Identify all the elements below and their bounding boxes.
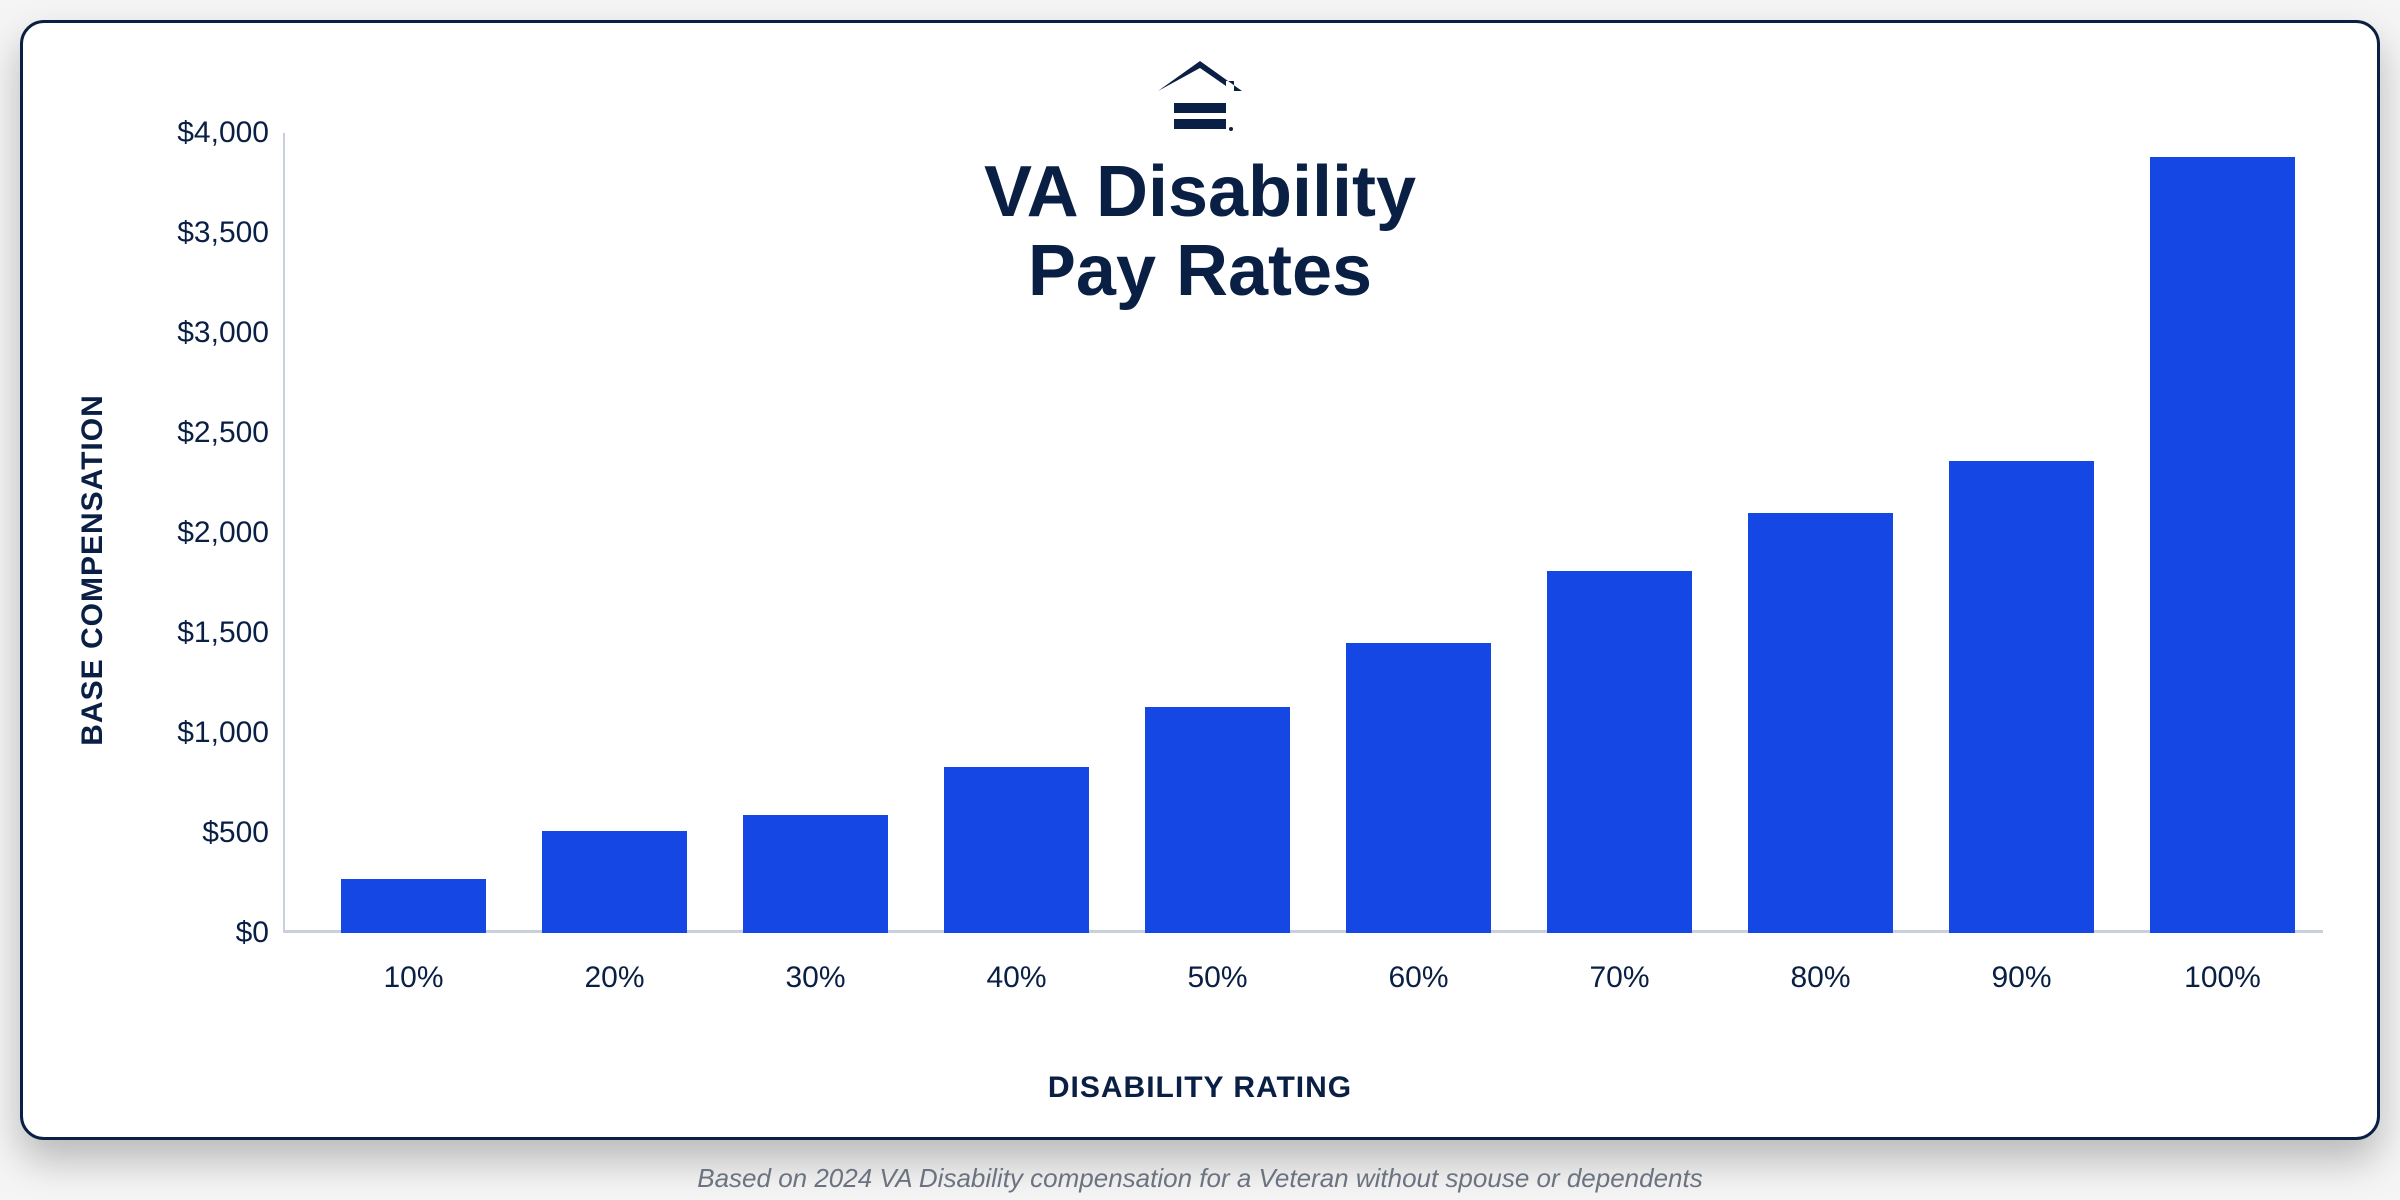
x-tick-label: 40% — [986, 961, 1046, 995]
bar — [2150, 157, 2295, 933]
y-tick-label: $1,000 — [177, 716, 269, 750]
x-tick-label: 50% — [1187, 961, 1247, 995]
bar — [1547, 571, 1692, 933]
y-tick-label: $2,500 — [177, 416, 269, 450]
bar-slot: 60% — [1318, 133, 1519, 933]
house-flag-logo-icon — [1152, 59, 1248, 144]
bar — [1949, 461, 2094, 933]
bar — [944, 767, 1089, 933]
y-tick-label: $2,000 — [177, 516, 269, 550]
x-tick-label: 10% — [383, 961, 443, 995]
bar — [1346, 643, 1491, 933]
bar-slot: 90% — [1921, 133, 2122, 933]
bar-slot: 40% — [916, 133, 1117, 933]
x-tick-label: 90% — [1991, 961, 2051, 995]
y-tick-label: $3,500 — [177, 216, 269, 250]
bar — [1748, 513, 1893, 933]
bar-slot: 30% — [715, 133, 916, 933]
x-tick-label: 20% — [584, 961, 644, 995]
y-tick-label: $500 — [202, 816, 269, 850]
bar-slot: 80% — [1720, 133, 1921, 933]
y-axis-line — [283, 133, 285, 933]
y-tick-label: $4,000 — [177, 116, 269, 150]
x-tick-label: 30% — [785, 961, 845, 995]
x-tick-label: 60% — [1388, 961, 1448, 995]
bar — [341, 879, 486, 933]
y-axis-label: BASE COMPENSATION — [76, 394, 110, 745]
y-tick-label: $3,000 — [177, 316, 269, 350]
bar-slot: 10% — [313, 133, 514, 933]
bar — [743, 815, 888, 933]
y-tick-label: $0 — [236, 916, 269, 950]
x-axis-label: DISABILITY RATING — [1048, 1071, 1352, 1105]
y-tick-label: $1,500 — [177, 616, 269, 650]
x-tick-label: 80% — [1790, 961, 1850, 995]
bar-slot: 70% — [1519, 133, 1720, 933]
bar-slot: 100% — [2122, 133, 2323, 933]
x-tick-label: 100% — [2184, 961, 2261, 995]
bars-container: 10%20%30%40%50%60%70%80%90%100% — [313, 133, 2323, 933]
bar-slot: 50% — [1117, 133, 1318, 933]
bar — [542, 831, 687, 933]
footnote-text: Based on 2024 VA Disability compensation… — [697, 1163, 1703, 1194]
bar — [1145, 707, 1290, 933]
bar-slot: 20% — [514, 133, 715, 933]
plot-area: 10%20%30%40%50%60%70%80%90%100% $0$500$1… — [283, 133, 2323, 933]
chart-card: VA Disability Pay Rates BASE COMPENSATIO… — [20, 20, 2380, 1140]
x-tick-label: 70% — [1589, 961, 1649, 995]
